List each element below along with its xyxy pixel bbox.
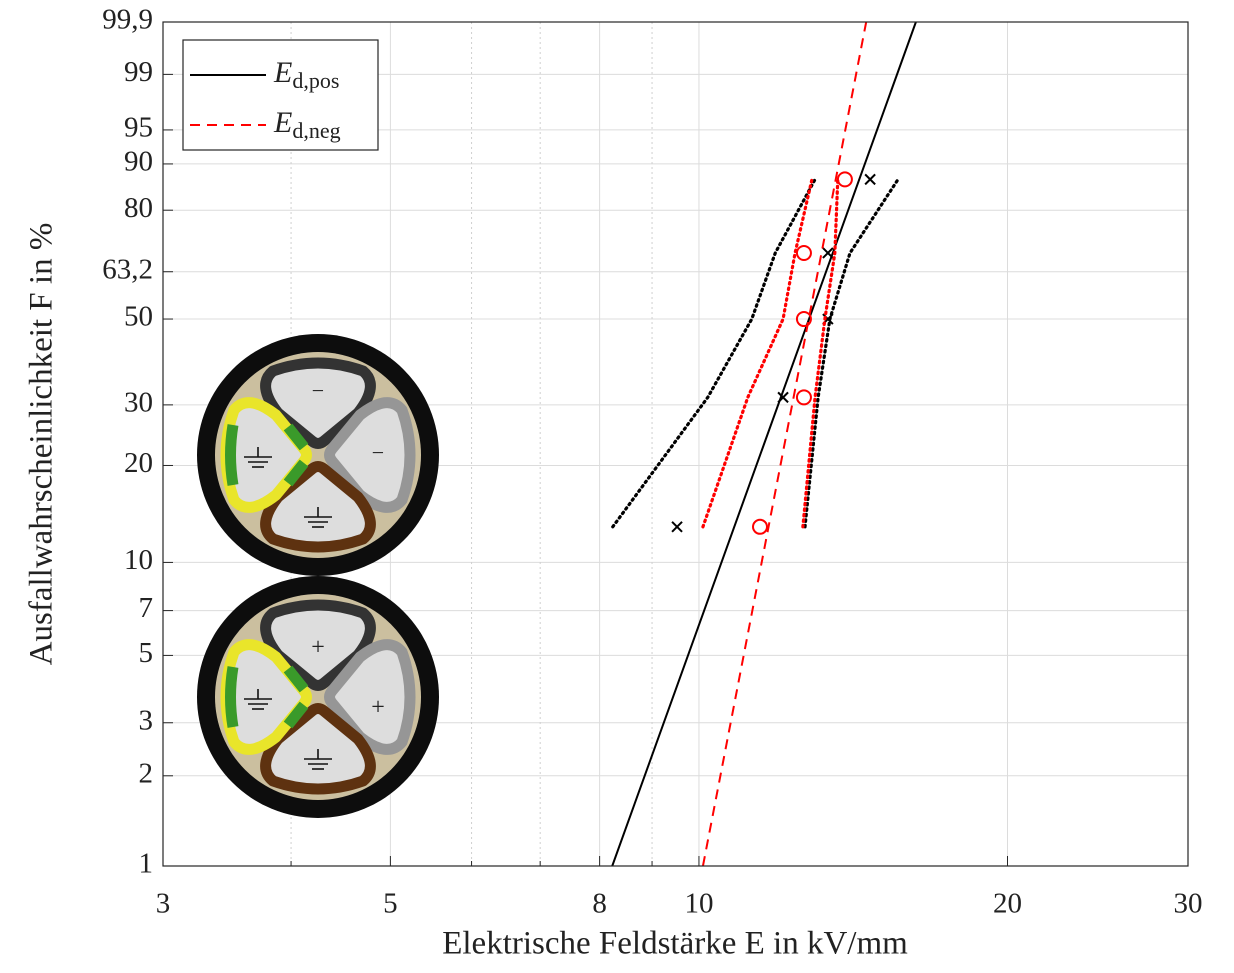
fit-line: [701, 21, 868, 867]
y-axis-label: Ausfallwahrscheinlichkeit F in %: [24, 223, 60, 666]
inset-symbol: +: [311, 635, 325, 661]
cable-inset: − −: [197, 334, 439, 576]
x-tick-label: 30: [1174, 888, 1203, 920]
x-axis-label: Elektrische Feldstärke E in kV/mm: [442, 926, 908, 962]
legend-label: Ed,neg: [273, 106, 341, 143]
inset-symbol: −: [372, 440, 384, 465]
confidence-bound: [701, 177, 814, 529]
y-tick-label: 3: [139, 704, 154, 736]
y-tick-label: 99,9: [102, 4, 153, 36]
cable-inset: + +: [197, 576, 439, 818]
data-point: [864, 173, 876, 186]
plot-frame: [162, 21, 1189, 867]
confidence-bound: [801, 177, 840, 529]
x-tick-label: 10: [684, 888, 713, 920]
x-tick-label: 8: [592, 888, 607, 920]
y-tick-label: 90: [124, 146, 153, 178]
y-tick-label: 7: [139, 592, 154, 624]
y-tick-label: 99: [124, 56, 153, 88]
y-tick-label: 2: [139, 757, 154, 789]
y-tick-label: 10: [124, 544, 153, 576]
inset-symbol: −: [312, 378, 324, 403]
data-point: [752, 518, 769, 535]
legend: Ed,pos Ed,neg: [182, 39, 379, 151]
legend-box: [182, 39, 379, 151]
x-tick-label: 5: [383, 888, 398, 920]
data-point: [795, 311, 812, 328]
y-tick-label: 63,2: [102, 253, 153, 285]
confidence-bound: [611, 177, 817, 529]
y-tick-label: 30: [124, 387, 153, 419]
y-tick-label: 95: [124, 112, 153, 144]
data-point: [671, 521, 683, 533]
data-point: [795, 244, 812, 261]
y-tick-label: 1: [139, 848, 154, 880]
fit-line: [611, 21, 917, 867]
legend-label: Ed,pos: [273, 56, 339, 93]
confidence-bound: [803, 177, 900, 529]
x-tick-label: 20: [993, 888, 1022, 920]
y-tick-label: 5: [139, 637, 154, 669]
data-point: [822, 247, 834, 259]
data-point: [777, 391, 789, 404]
data-point: [795, 389, 812, 406]
y-tick-label: 20: [124, 447, 153, 479]
y-tick-label: 50: [124, 301, 153, 333]
data-point: [836, 171, 853, 188]
inset-symbol: +: [371, 695, 385, 721]
x-tick-label: 3: [156, 888, 171, 920]
y-tick-label: 80: [124, 192, 153, 224]
marks: [611, 21, 917, 867]
